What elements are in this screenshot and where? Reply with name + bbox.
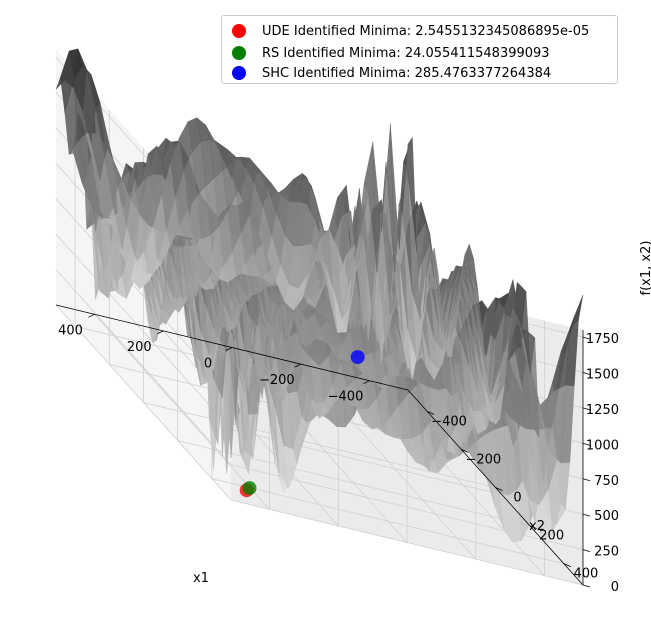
x-tick-mark — [157, 330, 164, 335]
x-tick-label: −200 — [259, 373, 295, 388]
z-tick-label: 1500 — [586, 368, 619, 383]
y-tick-label: 0 — [513, 491, 521, 506]
z-tick-mark — [582, 336, 591, 340]
x-tick-mark — [225, 347, 233, 351]
y-tick-label: 400 — [573, 567, 598, 582]
x-axis-label: x1 — [193, 571, 209, 586]
z-tick-label: 750 — [594, 474, 619, 489]
y-tick-mark — [495, 487, 503, 491]
minima-point — [350, 350, 365, 365]
z-tick-label: 250 — [594, 545, 619, 560]
z-tick-mark — [582, 584, 591, 588]
x-tick-label: 400 — [58, 323, 83, 338]
surface-patch — [55, 50, 70, 90]
z-tick-label: 1000 — [586, 438, 619, 453]
y-tick-mark — [461, 449, 469, 453]
z-tick-mark — [582, 372, 591, 375]
grid-line-z — [55, 304, 584, 586]
y-tick-label: 200 — [539, 529, 564, 544]
tick-labels: −400 −200 0 200 400 −400 −200 0 200 400 0 250 500 750… — [58, 313, 619, 595]
x-tick-mark — [363, 380, 370, 385]
x-tick-label: −400 — [328, 390, 364, 405]
z-tick-mark — [582, 407, 591, 411]
y-tick-label: −400 — [431, 414, 467, 429]
minima-points — [239, 350, 365, 498]
surface — [55, 48, 584, 543]
legend-label-ude: UDE Identified Minima: 2.545513234508689… — [262, 23, 590, 39]
legend-label-shc: SHC Identified Minima: 285.4763377264384 — [262, 65, 552, 81]
z-tick-label: 1750 — [586, 332, 619, 347]
x-tick-label: 0 — [204, 357, 212, 372]
z-tick-mark — [582, 513, 591, 517]
legend-item-rs: RS Identified Minima: 24.055411548399093 — [232, 43, 550, 63]
y-axis-label: x2 — [529, 519, 545, 534]
legend-item-ude: UDE Identified Minima: 2.545513234508689… — [232, 21, 589, 41]
y-tick-mark — [426, 410, 435, 415]
legend-marker-ude — [232, 24, 246, 38]
y-tick-label: −200 — [465, 452, 501, 467]
x-tick-mark — [88, 313, 95, 318]
legend: UDE Identified Minima: 2.545513234508689… — [221, 15, 618, 84]
legend-item-shc: SHC Identified Minima: 285.4763377264384 — [232, 63, 551, 83]
z-axis-label: f(x1, x2) — [639, 241, 651, 296]
y-tick-mark — [529, 525, 537, 529]
z-tick-mark — [582, 478, 591, 482]
x-tick-label: 200 — [127, 340, 152, 355]
z-tick-label: 0 — [611, 580, 619, 595]
z-tick-mark — [582, 549, 591, 552]
legend-marker-shc — [232, 66, 246, 80]
legend-marker-rs — [232, 46, 246, 60]
y-tick-mark — [563, 563, 572, 568]
grid-line-z — [55, 269, 584, 550]
legend-label-rs: RS Identified Minima: 24.055411548399093 — [262, 45, 550, 61]
minima-point — [242, 481, 257, 496]
x-tick-mark — [294, 363, 301, 368]
z-tick-label: 500 — [594, 509, 619, 524]
z-tick-mark — [582, 442, 591, 446]
z-tick-label: 1250 — [586, 403, 619, 418]
